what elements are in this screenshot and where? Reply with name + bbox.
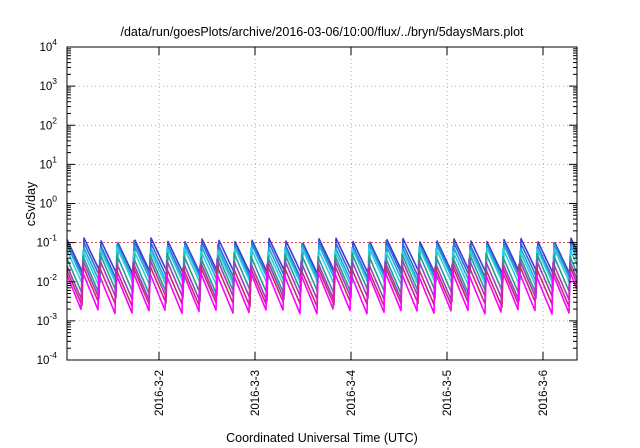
axes: 104 103 102 101 100 10-1 10-2 10-3 10-4 2016-3-2 2…: [37, 37, 578, 416]
x-tick-label: 2016-3-2: [154, 370, 166, 416]
y-tick-label: 10-1: [37, 233, 58, 250]
x-axis-label: Coordinated Universal Time (UTC): [226, 431, 418, 445]
x-tick-label: 2016-3-3: [250, 370, 262, 416]
y-tick-label: 10-2: [37, 272, 58, 289]
y-tick-label: 10-4: [37, 350, 58, 367]
y-tick-label: 104: [39, 37, 57, 54]
series-line: [66, 263, 578, 308]
x-tick-label: 2016-3-5: [442, 370, 454, 416]
y-tick-label: 10-3: [37, 311, 58, 328]
y-axis-label: cSv/day: [24, 181, 38, 226]
series-line: [66, 269, 578, 315]
chart-title: /data/run/goesPlots/archive/2016-03-06/1…: [120, 25, 524, 39]
series-line: [66, 252, 578, 297]
series-line: [66, 237, 578, 278]
series-line: [66, 246, 578, 288]
grid: [67, 47, 577, 360]
data-series: [66, 237, 578, 315]
x-tick-label: 2016-3-6: [538, 370, 550, 416]
x-tick-label: 2016-3-4: [346, 369, 358, 416]
y-tick-label: 103: [39, 76, 57, 93]
y-tick-label: 101: [39, 154, 57, 171]
series-line: [66, 243, 578, 285]
series-line: [66, 258, 578, 303]
y-tick-label: 102: [39, 115, 57, 132]
y-tick-label: 100: [39, 194, 57, 211]
